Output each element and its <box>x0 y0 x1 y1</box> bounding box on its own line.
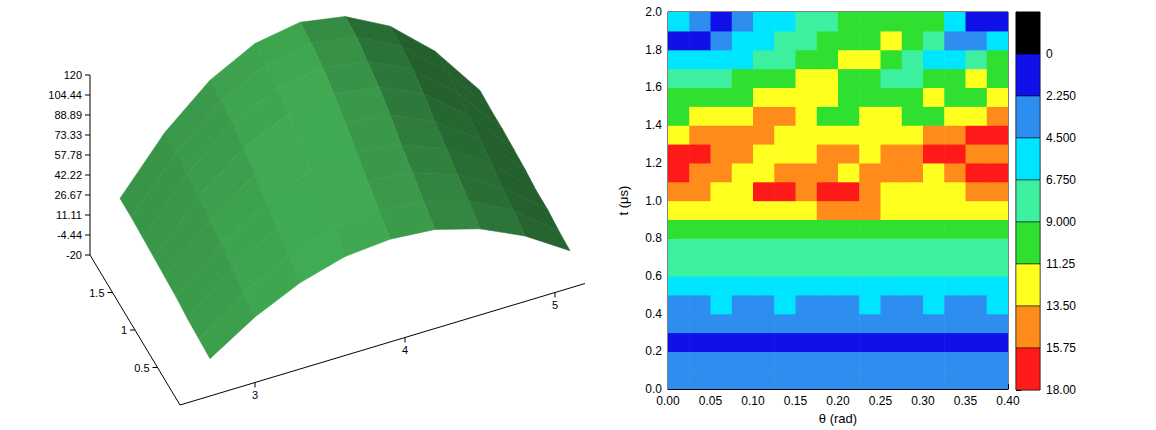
svg-text:0.4: 0.4 <box>645 307 662 321</box>
svg-text:0.20: 0.20 <box>826 394 850 408</box>
svg-text:5: 5 <box>552 299 558 311</box>
svg-text:1: 1 <box>121 324 127 336</box>
svg-text:1.8: 1.8 <box>645 43 662 57</box>
svg-text:26.67: 26.67 <box>54 189 82 201</box>
svg-text:1.4: 1.4 <box>645 118 662 132</box>
svg-text:6.750: 6.750 <box>1046 173 1076 187</box>
svg-text:3: 3 <box>252 389 258 401</box>
svg-text:-4.44: -4.44 <box>57 229 82 241</box>
svg-text:120: 120 <box>64 69 82 81</box>
svg-text:0.25: 0.25 <box>869 394 893 408</box>
svg-text:11.25: 11.25 <box>1046 257 1075 271</box>
svg-text:13.50: 13.50 <box>1046 299 1076 313</box>
svg-text:18.00: 18.00 <box>1046 383 1076 397</box>
svg-text:0.05: 0.05 <box>699 394 723 408</box>
svg-text:88.89: 88.89 <box>54 109 82 121</box>
svg-text:0.5: 0.5 <box>134 362 149 374</box>
svg-text:1.5: 1.5 <box>89 287 104 299</box>
svg-text:11.11: 11.11 <box>56 209 82 221</box>
svg-text:4: 4 <box>402 344 408 356</box>
svg-text:9.000: 9.000 <box>1046 215 1076 229</box>
svg-text:θ (rad): θ (rad) <box>819 411 857 426</box>
svg-text:57.78: 57.78 <box>54 149 82 161</box>
svg-text:0.6: 0.6 <box>645 269 662 283</box>
svg-text:0.00: 0.00 <box>656 394 680 408</box>
svg-text:0.30: 0.30 <box>911 394 935 408</box>
svg-text:0.35: 0.35 <box>954 394 978 408</box>
svg-text:0.10: 0.10 <box>741 394 765 408</box>
svg-text:0.0: 0.0 <box>645 382 662 397</box>
svg-text:0: 0 <box>1046 47 1053 61</box>
svg-text:0.8: 0.8 <box>645 231 662 245</box>
svg-text:4.500: 4.500 <box>1046 131 1076 145</box>
svg-text:1.0: 1.0 <box>645 194 662 208</box>
svg-text:42.22: 42.22 <box>54 169 82 181</box>
svg-text:73.33: 73.33 <box>54 129 82 141</box>
svg-text:0.15: 0.15 <box>784 394 808 408</box>
svg-text:0.2: 0.2 <box>645 344 662 358</box>
svg-text:0.40: 0.40 <box>996 394 1020 408</box>
svg-text:1.6: 1.6 <box>645 80 662 94</box>
svg-text:15.75: 15.75 <box>1046 341 1076 355</box>
svg-text:-20: -20 <box>66 249 82 261</box>
svg-text:2.0: 2.0 <box>645 5 662 19</box>
svg-text:104.44: 104.44 <box>48 89 82 101</box>
svg-text:2.250: 2.250 <box>1046 89 1076 103</box>
svg-text:1.2: 1.2 <box>645 156 662 170</box>
svg-text:t (μs): t (μs) <box>616 186 631 216</box>
